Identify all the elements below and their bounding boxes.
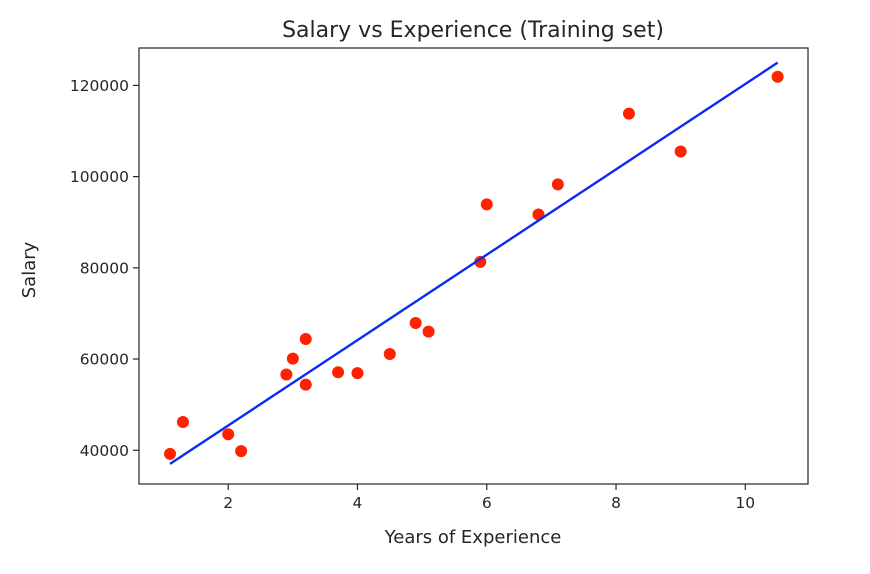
data-point [332, 366, 345, 379]
data-point [280, 368, 293, 381]
data-point [409, 317, 422, 330]
y-tick-label: 40000 [80, 442, 129, 460]
y-tick-label: 120000 [70, 77, 129, 95]
data-point [176, 415, 189, 428]
plot-frame [138, 47, 809, 485]
data-point [235, 445, 248, 458]
data-point [674, 145, 687, 158]
y-tick-label: 100000 [70, 168, 129, 186]
data-point [422, 325, 435, 338]
y-axis-label: Salary [19, 241, 40, 298]
x-axis-label: Years of Experience [384, 527, 562, 548]
data-point [299, 332, 312, 345]
x-tick-label: 4 [353, 494, 363, 512]
data-point [286, 352, 299, 365]
x-tick-label: 10 [735, 494, 755, 512]
data-point [622, 107, 635, 120]
data-point [299, 378, 312, 391]
x-tick-label: 8 [611, 494, 621, 512]
data-point [164, 447, 177, 460]
data-point [474, 255, 487, 268]
chart-title: Salary vs Experience (Training set) [282, 18, 664, 43]
data-point [551, 178, 564, 191]
x-tick-label: 6 [482, 494, 492, 512]
data-point [383, 348, 396, 361]
x-tick-label: 2 [223, 494, 233, 512]
plot-area: 2 4 6 8 10 40000 60000 80000 100000 120000 [70, 47, 809, 512]
y-tick-label: 60000 [80, 351, 129, 369]
data-point [222, 428, 235, 441]
data-point [771, 70, 784, 83]
data-point [480, 198, 493, 211]
y-tick-label: 80000 [80, 259, 129, 277]
data-point [351, 367, 364, 380]
regression-line [169, 61, 779, 465]
